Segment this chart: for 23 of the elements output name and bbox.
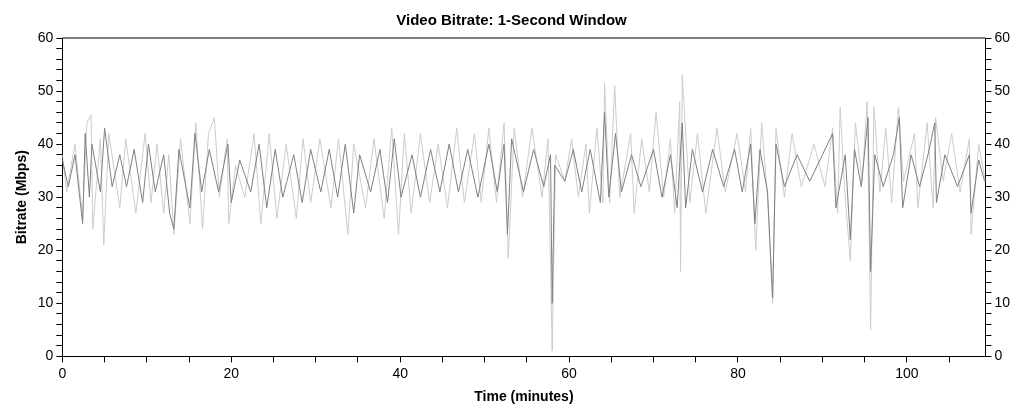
y-axis-title: Bitrate (Mbps) xyxy=(13,150,30,245)
y-tick-label: 30 xyxy=(37,188,54,205)
y2-tick-label: 50 xyxy=(994,81,1011,98)
y-tick-label: 20 xyxy=(37,241,54,258)
x-tick-label: 20 xyxy=(223,364,240,381)
y2-tick-label: 0 xyxy=(994,347,1003,364)
y2-tick-label: 40 xyxy=(994,134,1011,151)
x-tick-label: 40 xyxy=(392,364,409,381)
y-tick-label: 0 xyxy=(45,347,54,364)
x-tick-label: 60 xyxy=(561,364,578,381)
y2-tick-label: 60 xyxy=(994,28,1011,45)
y-tick-label: 60 xyxy=(37,28,54,45)
x-axis-title: Time (minutes) xyxy=(474,388,574,405)
chart-title: Video Bitrate: 1-Second Window xyxy=(396,11,628,29)
x-tick-label: 0 xyxy=(58,364,67,381)
x-tick-label: 80 xyxy=(730,364,746,381)
y-tick-label: 40 xyxy=(37,134,54,151)
x-tick-label: 100 xyxy=(895,364,919,381)
y2-tick-label: 30 xyxy=(994,188,1011,205)
y-tick-label: 10 xyxy=(37,294,54,311)
y2-tick-label: 20 xyxy=(994,241,1011,258)
y2-tick-label: 10 xyxy=(994,294,1011,311)
y-tick-label: 50 xyxy=(37,81,54,98)
